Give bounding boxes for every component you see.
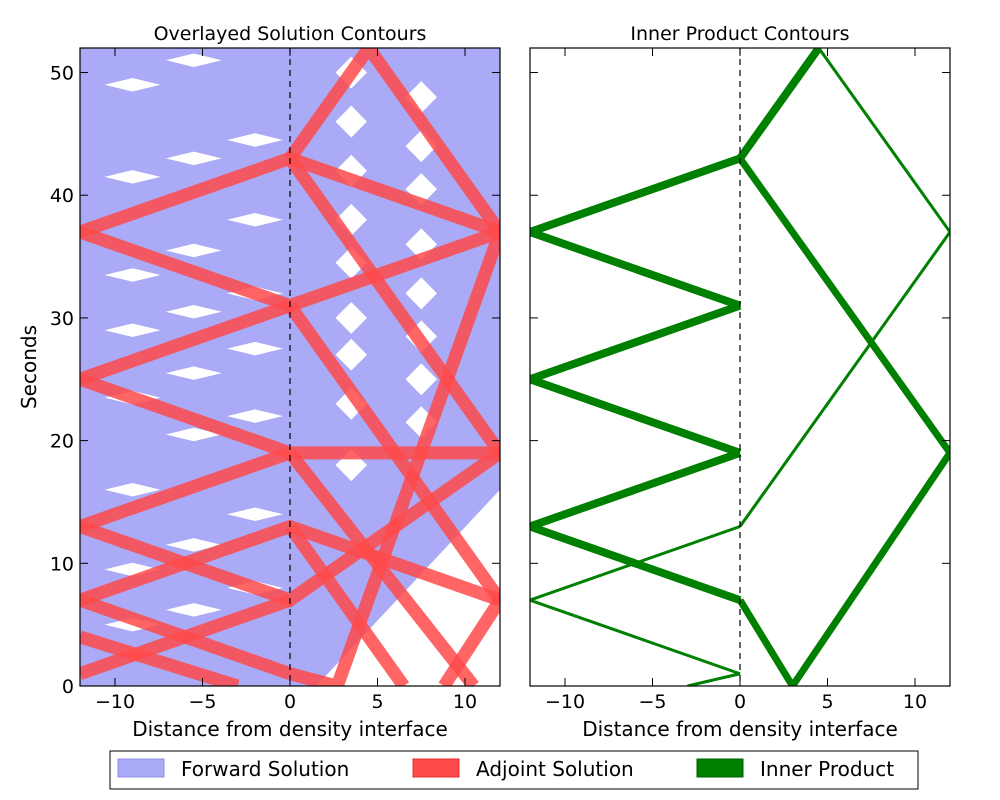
chart-right-ticks: −10 −5 0 5 10	[530, 48, 950, 713]
forward-gap-patch	[104, 78, 161, 92]
forward-gap-patch	[227, 409, 283, 423]
forward-gap-patch	[165, 305, 222, 319]
forward-gap-patch	[104, 170, 161, 184]
chart-right: Inner Product Contours −10 −5 0 5 10 Distanc…	[529, 23, 951, 741]
legend-label-inner-product: Inner Product	[760, 757, 894, 781]
forward-gap-patch	[335, 301, 367, 334]
adjoint-solution-path	[80, 630, 240, 686]
forward-gap-patch	[165, 243, 222, 258]
inner-product-path	[789, 450, 950, 686]
forward-gap-patch	[165, 366, 222, 380]
forward-gap-patch	[165, 151, 222, 166]
forward-gap-patch	[165, 53, 222, 68]
forward-gap-patch	[227, 213, 283, 227]
chart-right-title: Inner Product Contours	[630, 23, 849, 45]
forward-gap-patch	[405, 277, 437, 310]
forward-gap-patch	[335, 105, 367, 138]
forward-gap-patch	[227, 507, 283, 521]
chart-right-x-axis-label: Distance from density interface	[582, 717, 898, 741]
adjoint-solution-path	[438, 596, 500, 686]
forward-gap-patch	[227, 341, 283, 356]
forward-gap-patch	[165, 603, 222, 617]
chart-left-x-axis-label: Distance from density interface	[132, 717, 448, 741]
legend-item-adjoint: Adjoint Solution	[412, 757, 634, 781]
inner-product-path	[530, 598, 741, 676]
y-tick-label: 40	[50, 185, 74, 207]
adjoint-solution-path	[284, 301, 500, 604]
x-tick-label: 10	[903, 691, 927, 713]
forward-gap-patch	[165, 427, 222, 442]
forward-gap-patch	[335, 338, 367, 371]
chart-left-data	[80, 48, 500, 686]
forward-gap-patch	[104, 268, 161, 282]
adjoint-solution-path	[284, 522, 410, 686]
chart-right-data	[530, 48, 950, 686]
x-tick-label: 0	[734, 691, 746, 713]
forward-gap-patch	[405, 363, 437, 396]
x-tick-label: −5	[638, 691, 666, 713]
chart-left-ticks: −10 −5 0 5 10 0 10 20 30 40 50	[50, 48, 500, 713]
adjoint-solution-path	[284, 448, 479, 686]
adjoint-solution-path	[284, 154, 500, 457]
forward-gap-patch	[405, 81, 437, 114]
chart-left-title: Overlayed Solution Contours	[154, 23, 427, 45]
chart-left: Overlayed Solution Contours −10 −5 0 5 10 0 10…	[17, 23, 501, 741]
x-tick-label: −10	[545, 691, 585, 713]
x-tick-label: 10	[453, 691, 477, 713]
inner-product-path	[737, 156, 950, 455]
inner-product-path	[817, 48, 950, 233]
forward-gap-patch	[165, 538, 222, 552]
inner-product-path	[530, 449, 742, 531]
x-tick-label: 0	[284, 691, 296, 713]
x-tick-label: 5	[371, 691, 383, 713]
y-tick-label: 50	[50, 63, 74, 85]
y-tick-label: 30	[50, 308, 74, 330]
inner-product-path	[530, 375, 742, 457]
legend-item-inner-product: Inner Product	[696, 757, 894, 781]
inner-product-path	[530, 228, 742, 310]
forward-gap-patch	[227, 133, 283, 147]
x-tick-label: 5	[821, 691, 833, 713]
y-tick-label: 0	[62, 676, 74, 698]
inner-product-path	[738, 231, 950, 528]
inner-product-path	[530, 525, 741, 602]
legend-label-adjoint: Adjoint Solution	[476, 757, 634, 781]
adjoint-solution-path	[80, 446, 293, 533]
adjoint-solution-path	[80, 593, 293, 680]
y-tick-label: 10	[50, 553, 74, 575]
forward-gap-patch	[104, 323, 161, 337]
inner-product-path	[737, 598, 796, 686]
legend-swatch-inner-product	[696, 758, 744, 778]
legend-item-forward: Forward Solution	[117, 757, 349, 781]
chart-left-y-axis-label: Seconds	[17, 325, 41, 409]
legend-frame	[109, 750, 919, 790]
inner-product-path	[687, 672, 741, 686]
adjoint-solution-path	[80, 299, 293, 386]
forward-gap-patch	[104, 482, 161, 497]
adjoint-solution-path	[284, 48, 500, 236]
legend-label-forward: Forward Solution	[181, 757, 349, 781]
y-tick-label: 20	[50, 431, 74, 453]
x-tick-label: −10	[95, 691, 135, 713]
legend-swatch-adjoint	[412, 758, 460, 778]
legend-swatch-forward	[117, 758, 165, 778]
x-tick-label: −5	[188, 691, 216, 713]
inner-product-path	[530, 301, 742, 384]
legend: Forward Solution Adjoint Solution Inner …	[109, 750, 919, 790]
